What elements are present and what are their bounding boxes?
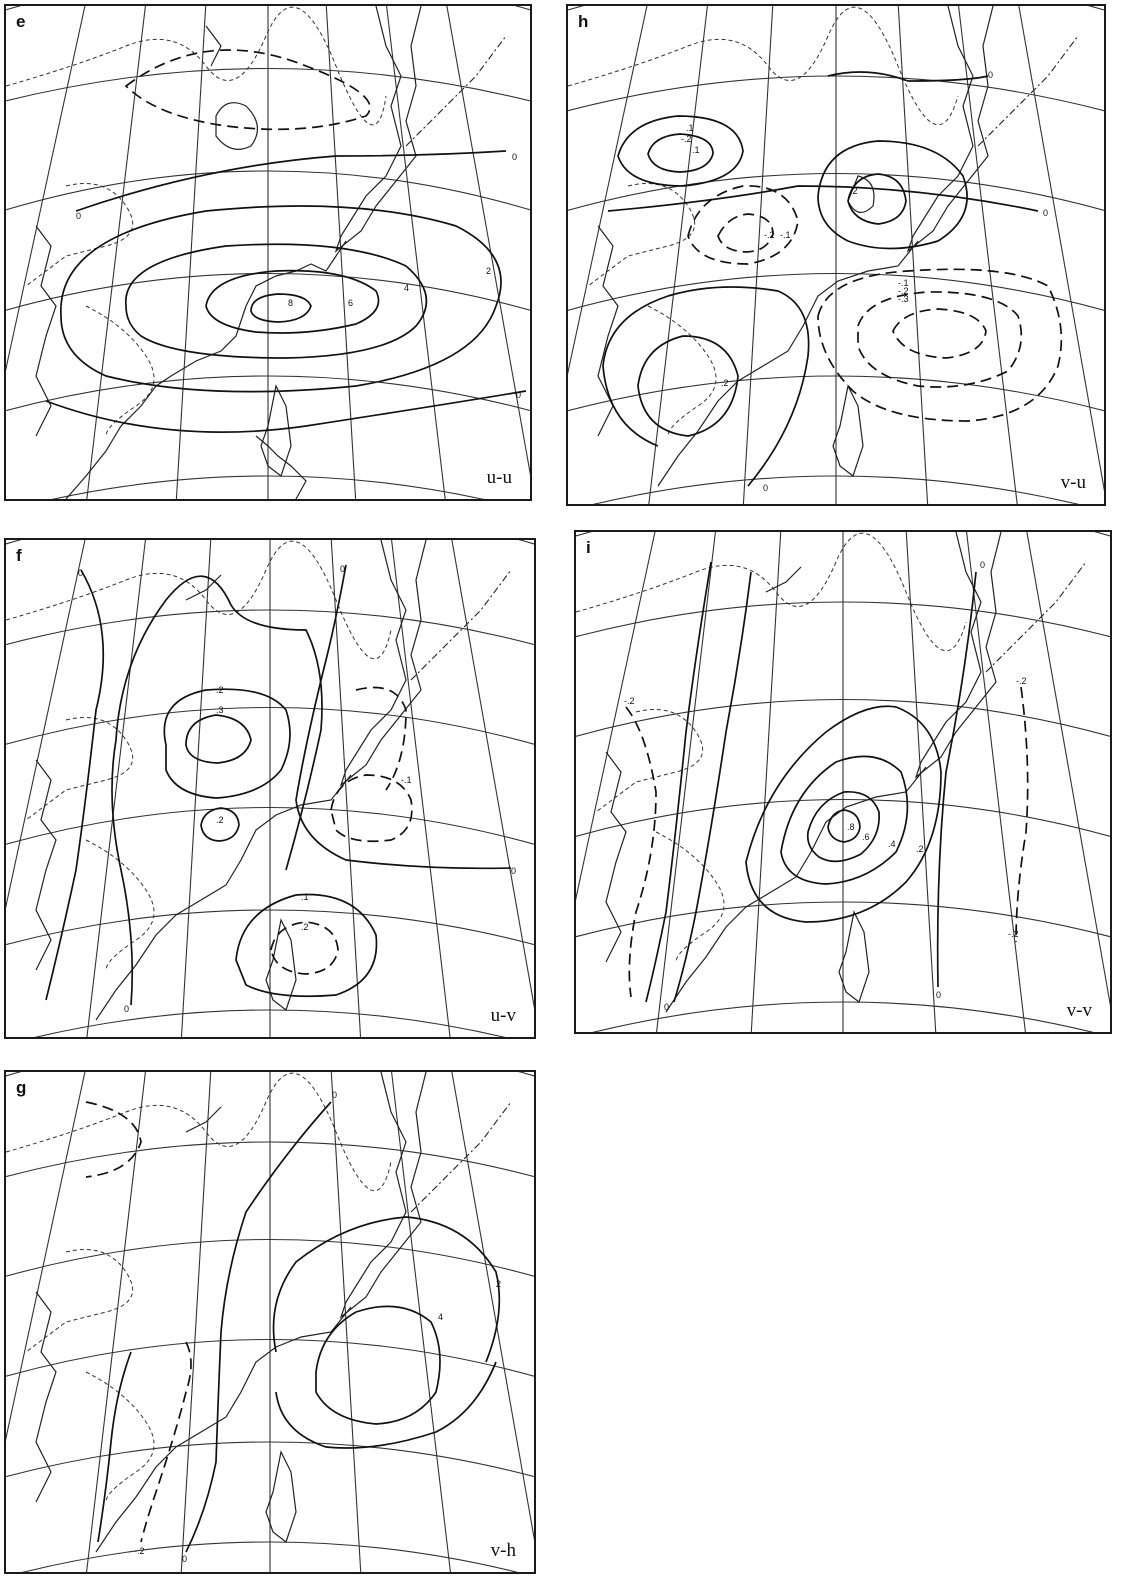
contour-label: .1 (686, 123, 694, 133)
graticule (6, 540, 534, 1037)
dash-dot-marker (410, 569, 512, 681)
contour-label: .1 (301, 892, 309, 902)
contour-label: -.2 (624, 696, 635, 706)
contour-labels: 0 0 2 4 -.2 (134, 1090, 501, 1564)
contour-label: 0 (124, 1004, 129, 1014)
panel-letter: i (586, 538, 591, 557)
coastlines (605, 532, 1002, 1013)
map-canvas: 0 0 0 2 4 6 8 (6, 6, 530, 499)
panel-tag: v-u (1060, 472, 1086, 493)
contour-label: 2 (496, 1279, 501, 1289)
contour-label: .1 (692, 145, 700, 155)
contour-label: 8 (288, 298, 293, 308)
contour-label: .2 (916, 844, 924, 854)
contour-label: 0 (988, 70, 993, 80)
contour-label: .2 (850, 186, 858, 196)
dash-dot-marker (977, 35, 1079, 147)
contour-label: 6 (348, 298, 353, 308)
contour-label: 0 (182, 1554, 187, 1564)
contour-label: -.2 (134, 1546, 145, 1556)
contour-label: 4 (404, 283, 409, 293)
map-panel-f: 0 0 0 0 .2 .3 .2 -.1 .1 .2 f u-v (4, 538, 536, 1039)
contour-label: -.2 (898, 286, 909, 296)
panel-letter: f (16, 546, 22, 565)
map-panel-e: 0 0 0 2 4 6 8 e u-u (4, 4, 532, 501)
isolines (45, 49, 527, 433)
panel-letter: g (16, 1078, 27, 1097)
map-canvas: 0 0 0 .1 -.2 .1 .2 -.2 -.1 -.1 -.2 -.3 .… (568, 6, 1104, 504)
map-panel-h: 0 0 0 .1 -.2 .1 .2 -.2 -.1 -.1 -.2 -.3 .… (566, 4, 1106, 506)
contour-label: .3 (216, 705, 224, 715)
dash-dot-marker (985, 561, 1087, 673)
map-canvas: 0 0 2 4 -.2 (6, 1072, 534, 1572)
contour-label: -.2 (1008, 929, 1019, 939)
contour-labels: 0 0 0 2 4 6 8 (76, 152, 521, 400)
map-canvas: 0 0 0 -.2 -.2 -.2 .2 .4 .6 .8 (576, 532, 1110, 1032)
borders (6, 540, 392, 971)
contour-label: .8 (847, 822, 855, 832)
graticule (6, 1072, 534, 1572)
dash-dot-marker (405, 35, 507, 147)
contour-label: 0 (332, 1090, 337, 1100)
contour-labels: 0 0 0 0 .2 .3 .2 -.1 .1 .2 (78, 564, 516, 1014)
contour-labels: 0 0 0 .1 -.2 .1 .2 -.2 -.1 -.1 -.2 -.3 .… (681, 70, 1048, 493)
contour-label: 4 (438, 1312, 443, 1322)
contour-label: -.2 (764, 230, 775, 240)
borders (576, 532, 967, 963)
coastlines (35, 1072, 427, 1553)
contour-label: .6 (862, 832, 870, 842)
coastlines (35, 6, 422, 499)
borders (6, 1072, 392, 1503)
contour-label: .2 (216, 815, 224, 825)
contour-label: 0 (664, 1002, 669, 1012)
panel-tag: u-v (490, 1005, 516, 1026)
borders (6, 6, 387, 437)
dash-dot-marker (410, 1101, 512, 1213)
contour-label: -.1 (780, 230, 791, 240)
contour-label: 0 (78, 568, 83, 578)
map-panel-i: 0 0 0 -.2 -.2 -.2 .2 .4 .6 .8 i v-v (574, 530, 1112, 1034)
contour-labels: 0 0 0 -.2 -.2 -.2 .2 .4 .6 .8 (624, 560, 1027, 1012)
coastlines (597, 6, 994, 487)
contour-label: 2 (486, 266, 491, 276)
isolines (602, 71, 1063, 487)
contour-label: .4 (888, 839, 896, 849)
isolines (85, 1101, 501, 1553)
contour-label: .2 (721, 378, 729, 388)
isolines (45, 564, 512, 1006)
contour-label: 0 (763, 483, 768, 493)
panel-letter: h (578, 12, 589, 31)
panel-tag: u-u (486, 467, 512, 488)
contour-label: 0 (1043, 208, 1048, 218)
coastlines (35, 540, 427, 1021)
contour-label: -.3 (898, 294, 909, 304)
borders (568, 6, 959, 437)
contour-label: -.1 (898, 278, 909, 288)
contour-label: 0 (512, 152, 517, 162)
isolines (625, 561, 1029, 1003)
contour-label: 0 (936, 990, 941, 1000)
map-canvas: 0 0 0 0 .2 .3 .2 -.1 .1 .2 (6, 540, 534, 1037)
contour-label: .2 (216, 685, 224, 695)
panel-letter: e (16, 12, 26, 31)
panel-tag: v-v (1066, 1000, 1092, 1021)
contour-label: .2 (301, 922, 309, 932)
contour-label: 0 (76, 211, 81, 221)
contour-label: -.2 (681, 134, 692, 144)
graticule (568, 6, 1104, 504)
map-panel-g: 0 0 2 4 -.2 g v-h (4, 1070, 536, 1574)
contour-label: 0 (516, 390, 521, 400)
contour-label: 0 (980, 560, 985, 570)
graticule (576, 532, 1110, 1032)
contour-label: 0 (340, 564, 345, 574)
contour-label: -.2 (1016, 676, 1027, 686)
contour-label: 0 (511, 866, 516, 876)
panel-tag: v-h (490, 1540, 516, 1561)
contour-label: -.1 (401, 775, 412, 785)
